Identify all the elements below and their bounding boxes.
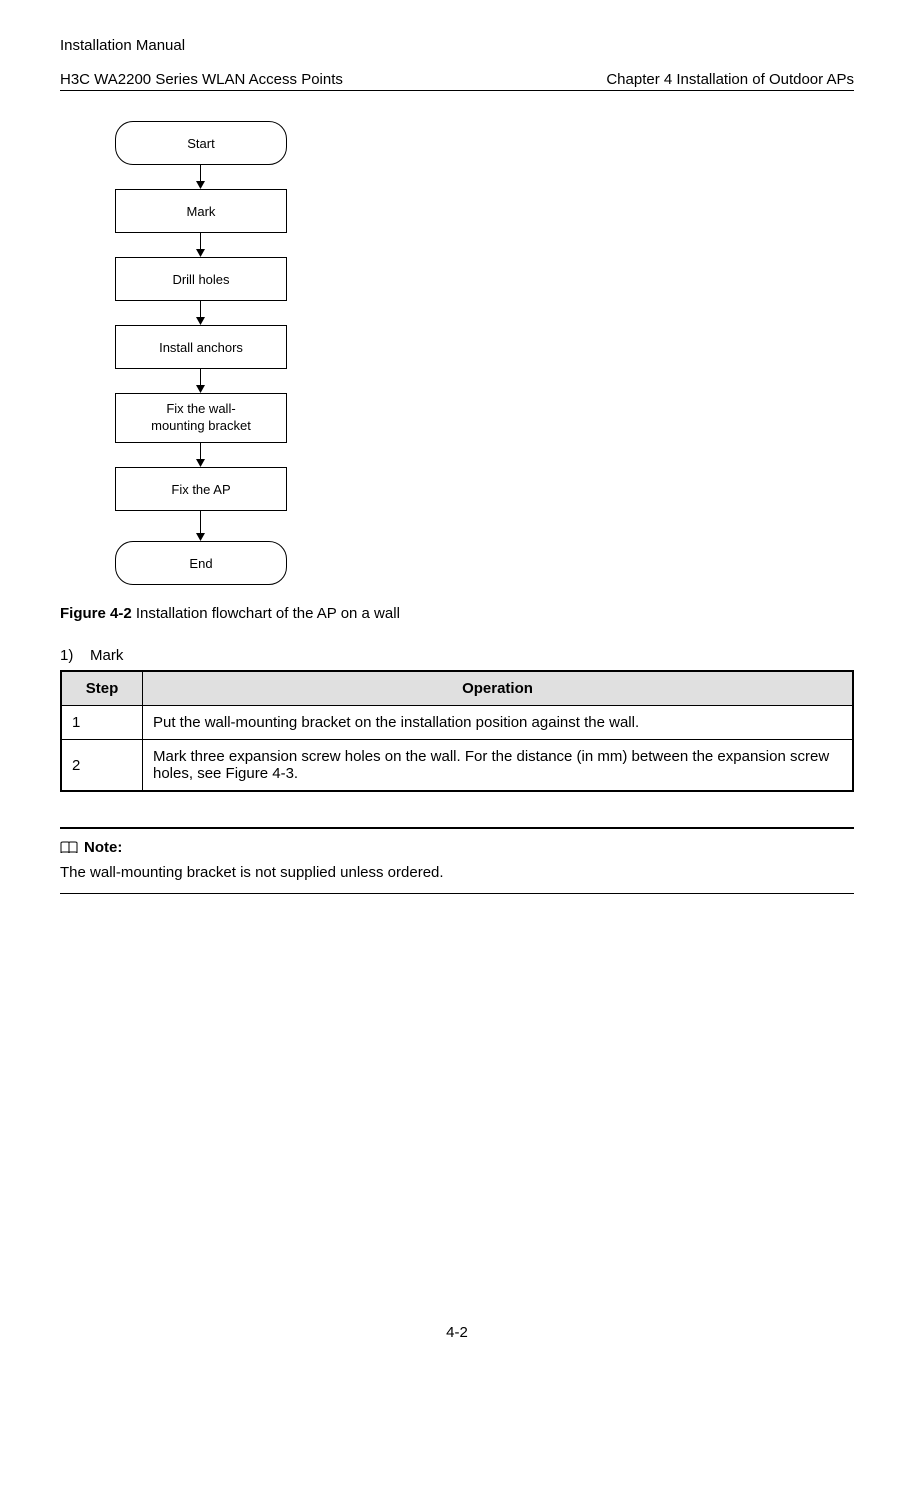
figure-caption: Figure 4-2 Installation flowchart of the…: [60, 605, 854, 622]
flow-node-drill: Drill holes: [115, 257, 287, 301]
flow-node-end: End: [115, 541, 287, 585]
note-text: The wall-mounting bracket is not supplie…: [60, 864, 854, 881]
page-number: 4-2: [60, 1324, 854, 1341]
flow-node-bracket: Fix the wall- mounting bracket: [115, 393, 287, 443]
flowchart: Start Mark Drill holes: [115, 121, 854, 585]
flow-node-start: Start: [115, 121, 287, 165]
operation-table: Step Operation 1 Put the wall-mounting b…: [60, 670, 854, 792]
note-block: Note: The wall-mounting bracket is not s…: [60, 827, 854, 894]
table-row: 2 Mark three expansion screw holes on th…: [61, 740, 853, 792]
flow-arrow: [115, 511, 285, 535]
page-header: Installation Manual H3C WA2200 Series WL…: [60, 20, 854, 91]
table-header-operation: Operation: [143, 671, 854, 706]
table-row: 1 Put the wall-mounting bracket on the i…: [61, 706, 853, 740]
table-cell-step: 2: [61, 740, 143, 792]
note-title: Note:: [60, 839, 854, 856]
header-left-line2: H3C WA2200 Series WLAN Access Points: [60, 71, 343, 88]
header-left: Installation Manual H3C WA2200 Series WL…: [60, 20, 343, 88]
flow-arrow: [115, 165, 285, 189]
flow-arrow: [115, 369, 285, 393]
table-cell-operation: Mark three expansion screw holes on the …: [143, 740, 854, 792]
figure-caption-text: Installation flowchart of the AP on a wa…: [132, 605, 400, 622]
table-cell-step: 1: [61, 706, 143, 740]
header-left-line1: Installation Manual: [60, 37, 185, 54]
figure-caption-label: Figure 4-2: [60, 605, 132, 622]
flow-node-ap: Fix the AP: [115, 467, 287, 511]
flow-arrow: [115, 443, 285, 467]
flow-node-anchors: Install anchors: [115, 325, 287, 369]
table-cell-operation: Put the wall-mounting bracket on the ins…: [143, 706, 854, 740]
list-item-1: 1) Mark: [60, 647, 854, 664]
flow-arrow: [115, 301, 285, 325]
flow-arrow: [115, 233, 285, 257]
book-icon: [60, 841, 78, 855]
flow-node-mark: Mark: [115, 189, 287, 233]
table-header-step: Step: [61, 671, 143, 706]
header-right: Chapter 4 Installation of Outdoor APs: [606, 71, 854, 88]
